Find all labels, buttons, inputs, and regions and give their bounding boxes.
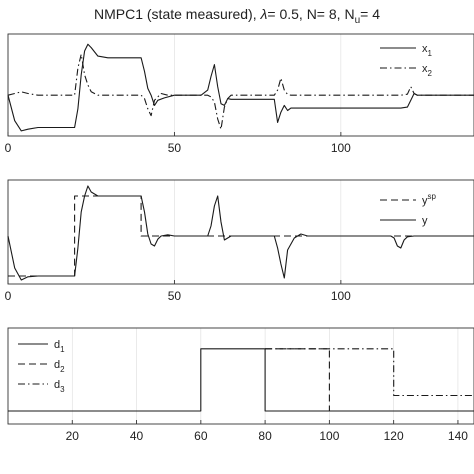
legend-label: y (422, 215, 428, 227)
axes-frame (7, 33, 474, 137)
series-line-d3 (265, 348, 474, 397)
series-line-d1 (8, 348, 474, 412)
x-tick-label: 100 (319, 429, 339, 443)
legend-label: d2 (54, 359, 65, 374)
x-tick-label: 0 (5, 289, 12, 303)
legend-label: d3 (54, 379, 65, 394)
x-tick-label: 50 (168, 289, 182, 303)
x-tick-label: 20 (66, 429, 80, 443)
legend-label: d1 (54, 339, 65, 354)
x-tick-label: 100 (331, 289, 351, 303)
x-tick-label: 100 (331, 141, 351, 155)
series-line-x1 (7, 43, 474, 132)
legend-label: ysp (422, 192, 437, 207)
x-tick-label: 120 (384, 429, 404, 443)
legend-label: x1 (422, 43, 433, 58)
series-line-y (7, 185, 474, 281)
legend-label: x2 (422, 63, 433, 78)
x-tick-label: 50 (168, 141, 182, 155)
middle-panel: 0 50 100 ysp y (5, 179, 474, 303)
x-tick-label: 60 (194, 429, 208, 443)
chart-title: NMPC1 (state measured), λ= 0.5, N= 8, Nu… (94, 6, 380, 26)
bottom-panel: 20 40 60 80 100 120 140 d1 d2 d3 (7, 327, 474, 443)
x-tick-label: 80 (258, 429, 272, 443)
x-tick-label: 140 (448, 429, 468, 443)
series-line-d2 (265, 348, 474, 412)
series-line-x2 (7, 53, 474, 130)
x-tick-label: 0 (5, 141, 12, 155)
x-tick-label: 40 (130, 429, 144, 443)
lambda-symbol: λ (260, 6, 268, 22)
axes-frame (7, 327, 474, 425)
top-panel: 0 50 100 x1 x2 (5, 33, 474, 155)
axes-frame (7, 179, 474, 285)
